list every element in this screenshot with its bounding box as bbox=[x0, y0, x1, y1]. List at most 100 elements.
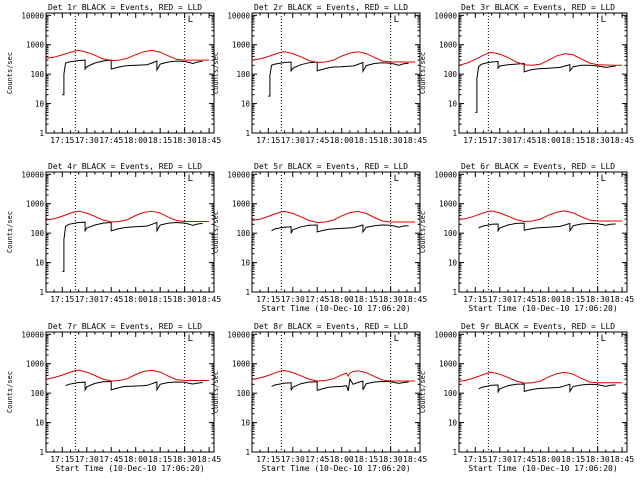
plot-frame bbox=[251, 12, 421, 134]
series-lld-line bbox=[45, 369, 210, 382]
series-events-line bbox=[478, 222, 616, 233]
panel-title: Det 9r BLACK = Events, RED = LLD bbox=[461, 322, 615, 331]
legend-tick-mark: L bbox=[188, 15, 193, 25]
y-tick-label: 1 bbox=[39, 129, 44, 138]
y-tick-label: 1000 bbox=[26, 200, 45, 209]
legend-tick-mark: L bbox=[601, 174, 606, 184]
panel-7: Det 7r BLACK = Events, RED = LLD L 1 10 100 1… bbox=[6, 322, 221, 473]
panel-3: Det 3r BLACK = Events, RED = LLD L 1 10 100 1… bbox=[419, 3, 634, 145]
series-events-line bbox=[271, 377, 409, 391]
series-lld-line bbox=[458, 51, 623, 66]
y-tick-label: 10 bbox=[448, 100, 458, 109]
panel-title: Det 5r BLACK = Events, RED = LLD bbox=[254, 162, 408, 171]
x-tick-label: 18:00 bbox=[537, 455, 561, 464]
x-tick-label: 17:45 bbox=[512, 455, 536, 464]
x-tick-label: 17:30 bbox=[488, 295, 512, 304]
y-tick-label: 10 bbox=[35, 259, 45, 268]
x-tick-label: 18:45 bbox=[197, 136, 221, 145]
legend-tick-mark: L bbox=[394, 174, 399, 184]
legend-tick-mark: L bbox=[188, 174, 193, 184]
x-tick-label: 18:15 bbox=[354, 136, 378, 145]
y-tick-label: 10 bbox=[448, 259, 458, 268]
y-axis-label: Counts/sec bbox=[6, 371, 14, 413]
y-tick-label: 1 bbox=[452, 129, 457, 138]
x-axis-label: Start Time (10-Dec-10 17:06:20) bbox=[261, 464, 410, 473]
legend-tick-mark: L bbox=[188, 334, 193, 344]
x-tick-label: 18:30 bbox=[379, 136, 403, 145]
panel-title: Det 3r BLACK = Events, RED = LLD bbox=[461, 3, 615, 12]
legend-tick-mark: L bbox=[601, 15, 606, 25]
x-tick-label: 18:30 bbox=[173, 295, 197, 304]
y-axis-label: Counts/sec bbox=[419, 52, 427, 94]
series-lld-line bbox=[251, 210, 416, 224]
legend-tick-mark: L bbox=[394, 15, 399, 25]
y-tick-label: 10000 bbox=[434, 11, 457, 20]
x-tick-label: 18:00 bbox=[124, 455, 148, 464]
x-tick-label: 18:30 bbox=[586, 136, 610, 145]
y-tick-label: 100 bbox=[443, 70, 457, 79]
y-tick-label: 10000 bbox=[227, 170, 250, 179]
x-tick-label: 18:00 bbox=[124, 295, 148, 304]
x-tick-label: 17:45 bbox=[305, 136, 329, 145]
y-axis-label: Counts/sec bbox=[212, 371, 220, 413]
x-tick-label: 17:45 bbox=[305, 455, 329, 464]
x-tick-label: 18:45 bbox=[610, 455, 634, 464]
x-tick-label: 17:30 bbox=[281, 136, 305, 145]
plot-frame bbox=[458, 331, 628, 453]
x-tick-label: 17:45 bbox=[99, 136, 123, 145]
y-axis-label: Counts/sec bbox=[212, 52, 220, 94]
x-tick-label: 17:45 bbox=[512, 295, 536, 304]
x-tick-label: 17:15 bbox=[256, 295, 280, 304]
x-tick-label: 18:15 bbox=[148, 136, 172, 145]
y-tick-label: 1 bbox=[39, 288, 44, 297]
y-tick-label: 100 bbox=[30, 70, 44, 79]
x-tick-label: 18:15 bbox=[148, 295, 172, 304]
y-tick-label: 100 bbox=[30, 389, 44, 398]
x-tick-label: 18:00 bbox=[537, 136, 561, 145]
x-tick-label: 18:00 bbox=[330, 295, 354, 304]
plot-frame bbox=[458, 12, 628, 134]
plot-frame bbox=[251, 331, 421, 453]
panel-8: Det 8r BLACK = Events, RED = LLD L 1 10 100 1… bbox=[212, 322, 427, 473]
y-axis-label: Counts/sec bbox=[6, 211, 14, 253]
x-tick-label: 18:45 bbox=[403, 295, 427, 304]
panel-5: Det 5r BLACK = Events, RED = LLD L 1 10 100 1… bbox=[212, 162, 427, 313]
series-events-line bbox=[271, 224, 409, 234]
x-tick-label: 18:00 bbox=[124, 136, 148, 145]
x-tick-label: 18:00 bbox=[330, 455, 354, 464]
y-tick-label: 10000 bbox=[21, 11, 44, 20]
x-tick-label: 17:45 bbox=[99, 295, 123, 304]
x-tick-label: 17:15 bbox=[50, 136, 74, 145]
y-tick-label: 10000 bbox=[227, 330, 250, 339]
y-tick-label: 10000 bbox=[434, 330, 457, 339]
y-tick-label: 1 bbox=[452, 288, 457, 297]
series-lld-line bbox=[45, 49, 210, 62]
x-tick-label: 18:45 bbox=[197, 455, 221, 464]
y-tick-label: 10 bbox=[241, 259, 251, 268]
y-tick-label: 10 bbox=[35, 419, 45, 428]
y-tick-label: 10000 bbox=[434, 170, 457, 179]
x-tick-label: 17:15 bbox=[463, 295, 487, 304]
x-tick-label: 18:45 bbox=[197, 295, 221, 304]
x-tick-label: 17:30 bbox=[75, 136, 99, 145]
x-tick-label: 18:30 bbox=[173, 136, 197, 145]
legend-tick-mark: L bbox=[394, 334, 399, 344]
x-tick-label: 18:15 bbox=[561, 136, 585, 145]
y-tick-label: 1000 bbox=[439, 360, 458, 369]
panel-title: Det 8r BLACK = Events, RED = LLD bbox=[254, 322, 408, 331]
x-tick-label: 18:30 bbox=[379, 455, 403, 464]
y-tick-label: 1000 bbox=[439, 200, 458, 209]
y-tick-label: 10000 bbox=[227, 11, 250, 20]
panel-title: Det 4r BLACK = Events, RED = LLD bbox=[48, 162, 202, 171]
x-tick-label: 18:15 bbox=[561, 455, 585, 464]
x-tick-label: 17:30 bbox=[75, 295, 99, 304]
x-tick-label: 18:45 bbox=[403, 455, 427, 464]
x-axis-label: Start Time (10-Dec-10 17:06:20) bbox=[55, 464, 204, 473]
y-tick-label: 1 bbox=[39, 448, 44, 457]
y-tick-label: 1 bbox=[245, 288, 250, 297]
x-tick-label: 17:15 bbox=[50, 295, 74, 304]
x-tick-label: 18:15 bbox=[561, 295, 585, 304]
y-tick-label: 100 bbox=[443, 389, 457, 398]
y-tick-label: 10 bbox=[35, 100, 45, 109]
